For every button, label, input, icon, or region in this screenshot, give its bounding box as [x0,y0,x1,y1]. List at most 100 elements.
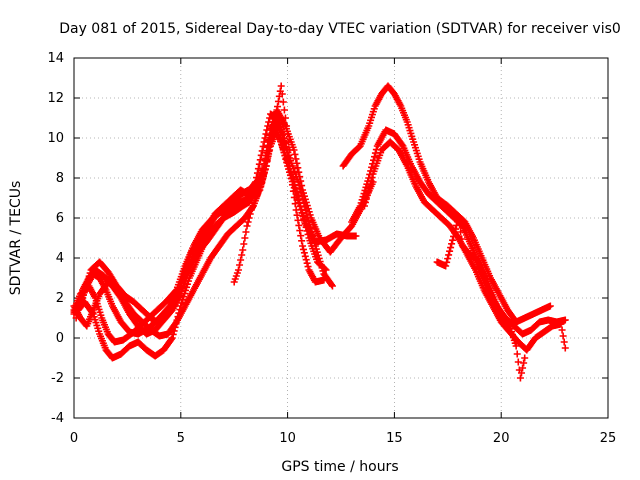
y-tick-label: 14 [47,51,64,66]
data-point [292,155,300,163]
x-tick-label: 0 [70,431,78,446]
data-point [365,184,373,192]
data-point [519,364,527,372]
data-point [360,202,368,210]
data-point [197,272,205,280]
data-point [504,319,512,327]
data-point [170,327,178,335]
data-point [265,147,273,155]
y-axis-label: SDTVAR / TECUs [8,181,24,296]
data-point [175,309,183,317]
data-point [278,90,286,98]
y-tick-label: 6 [56,211,64,226]
data-point [402,160,410,168]
data-point [296,202,304,210]
data-point [292,184,300,192]
data-point [458,235,466,243]
plot-frame [73,57,609,419]
data-point [310,238,318,246]
x-tick-label: 25 [600,431,617,446]
data-point [286,146,294,154]
data-point [278,131,286,139]
data-point [285,151,293,159]
data-point [253,174,261,182]
data-point [415,155,423,163]
data-point [514,358,522,366]
data-point [254,165,262,173]
data-point [296,185,304,193]
data-point [78,290,86,298]
data-point [77,294,85,302]
data-point [290,177,298,185]
data-point [328,281,336,289]
data-point [299,245,307,253]
data-point [479,284,487,292]
data-point [505,321,513,329]
data-point [466,240,474,248]
data-point [241,234,249,242]
data-point [368,174,376,182]
data-point [169,330,177,338]
data-point [258,147,266,155]
data-point [261,165,269,173]
data-point [75,302,83,310]
data-point [238,251,246,259]
data-point [346,153,354,161]
data-point [295,195,303,203]
data-point [88,309,96,317]
data-point [297,189,305,197]
data-point [260,138,268,146]
data-point [283,122,291,130]
data-point [293,175,301,183]
series-track-11 [433,214,529,382]
data-point [304,230,312,238]
x-tick-label: 20 [493,431,510,446]
data-point [513,350,521,358]
data-point [303,210,311,218]
data-point [172,320,180,328]
data-point [361,198,369,206]
x-tick-label: 15 [386,431,403,446]
data-point [309,231,317,239]
data-point [294,216,302,224]
data-point [307,224,315,232]
data-point [115,291,123,299]
data-point [213,245,221,253]
data-point [253,169,261,177]
data-point [263,157,271,165]
data-point [269,128,277,136]
data-point [370,105,378,113]
data-point [479,272,487,280]
data-point [396,100,404,108]
data-point [87,307,95,315]
series-track-6 [72,110,336,338]
y-tick-label: -2 [51,371,64,386]
data-point [308,228,316,236]
data-point [285,138,293,146]
data-point [259,142,267,150]
data-point [176,306,184,314]
y-tick-label: 2 [56,291,64,306]
data-point [411,180,419,188]
data-point [264,152,272,160]
data-point [302,256,310,264]
data-point [511,339,519,347]
data-point [302,206,310,214]
data-point [560,338,568,346]
data-point [488,292,496,300]
data-point [95,327,103,335]
data-point [298,192,306,200]
data-point [266,142,274,150]
data-point [245,214,253,222]
data-point [402,116,410,124]
x-tick-labels: 0 5 10 15 20 25 [70,431,616,446]
data-point [559,332,567,340]
data-point [295,182,303,190]
data-point [291,150,299,158]
data-point [354,144,362,152]
data-point [468,232,476,240]
series-track-7 [230,82,294,286]
data-point [457,228,465,236]
data-point [516,374,524,382]
